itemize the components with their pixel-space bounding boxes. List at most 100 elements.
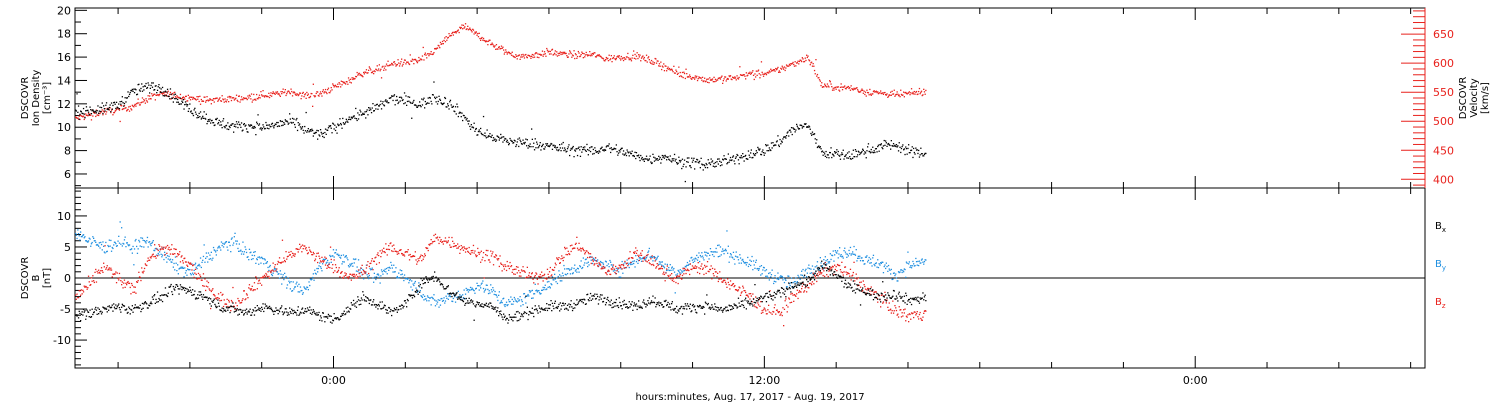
density-point: [426, 102, 428, 105]
velocity-point: [125, 107, 127, 109]
by-point: [197, 265, 199, 267]
bz-point: [648, 262, 650, 264]
velocity-point: [637, 57, 639, 60]
density-point: [511, 140, 513, 143]
velocity-point: [396, 64, 398, 66]
velocity-point: [839, 86, 842, 88]
density-point: [686, 157, 689, 159]
density-point: [250, 124, 252, 126]
velocity-point: [859, 91, 862, 93]
bz-point: [423, 256, 425, 258]
density-point: [668, 159, 671, 161]
velocity-point: [217, 99, 220, 101]
by-point: [643, 256, 645, 259]
bz-point: [551, 268, 554, 271]
bx-point: [103, 307, 105, 309]
bz-point: [750, 295, 752, 297]
velocity-point: [839, 90, 841, 92]
bz-point: [238, 300, 240, 302]
bz-point: [417, 258, 419, 260]
velocity-point: [892, 93, 895, 95]
density-point: [168, 95, 170, 98]
by-point: [814, 266, 816, 268]
by-point: [910, 265, 912, 267]
bx-point: [82, 308, 85, 311]
bz-point: [656, 263, 658, 265]
velocity-point: [98, 112, 100, 115]
by-point: [675, 274, 677, 276]
velocity-point: [727, 78, 729, 80]
by-point: [241, 251, 243, 253]
density-point: [121, 100, 123, 103]
by-point: [821, 265, 824, 267]
by-point: [842, 257, 844, 259]
velocity-point: [736, 75, 738, 77]
by-point: [490, 289, 493, 291]
density-point: [491, 134, 493, 136]
by-point: [416, 291, 419, 293]
velocity-point: [570, 52, 572, 55]
by-point: [309, 284, 311, 287]
by-point: [172, 266, 174, 268]
density-point: [401, 99, 403, 102]
bz-point: [491, 253, 493, 255]
bz-point: [508, 267, 510, 270]
bz-point: [338, 267, 340, 269]
density-point: [765, 144, 767, 146]
density-point: [206, 123, 208, 125]
by-point: [209, 254, 211, 256]
density-point: [620, 147, 622, 150]
velocity-point: [677, 72, 679, 74]
by-point: [854, 254, 857, 256]
density-point: [482, 115, 485, 118]
density-point: [775, 141, 778, 143]
by-point: [882, 261, 884, 263]
velocity-point: [468, 28, 470, 30]
density-point: [386, 100, 388, 102]
density-point: [829, 152, 831, 154]
by-point: [222, 246, 225, 248]
by-point: [606, 264, 608, 267]
by-point: [99, 247, 101, 249]
velocity-point: [304, 93, 307, 95]
density-point: [90, 109, 92, 111]
density-point: [820, 148, 822, 150]
density-point: [149, 92, 151, 94]
bz-point: [871, 290, 873, 292]
velocity-point: [231, 97, 233, 99]
by-point: [191, 263, 193, 265]
velocity-point: [395, 65, 397, 67]
density-point: [784, 136, 786, 138]
bz-point: [696, 271, 699, 274]
by-point: [584, 262, 586, 264]
velocity-point: [724, 76, 727, 78]
velocity-point: [524, 54, 526, 56]
velocity-point: [266, 95, 268, 97]
density-point: [352, 115, 355, 117]
by-point: [600, 261, 602, 264]
velocity-point: [601, 57, 603, 59]
density-point: [763, 154, 765, 156]
by-point: [879, 264, 881, 266]
density-point: [158, 84, 160, 86]
by-point: [127, 244, 129, 246]
density-point: [184, 104, 186, 106]
density-point: [759, 148, 761, 150]
velocity-point: [752, 70, 754, 72]
velocity-point: [644, 59, 646, 62]
velocity-point: [533, 54, 535, 56]
by-point: [581, 267, 583, 270]
density-point: [360, 114, 363, 116]
bz-point: [409, 253, 411, 256]
by-point: [419, 286, 421, 288]
by-point: [167, 258, 169, 260]
density-point: [850, 158, 852, 160]
bz-point: [327, 266, 330, 268]
velocity-point: [277, 93, 279, 95]
bz-point: [818, 273, 821, 275]
by-point: [95, 241, 97, 243]
density-point: [696, 158, 698, 161]
by-point: [750, 260, 752, 262]
bz-point: [633, 252, 635, 254]
velocity-point: [697, 78, 699, 80]
